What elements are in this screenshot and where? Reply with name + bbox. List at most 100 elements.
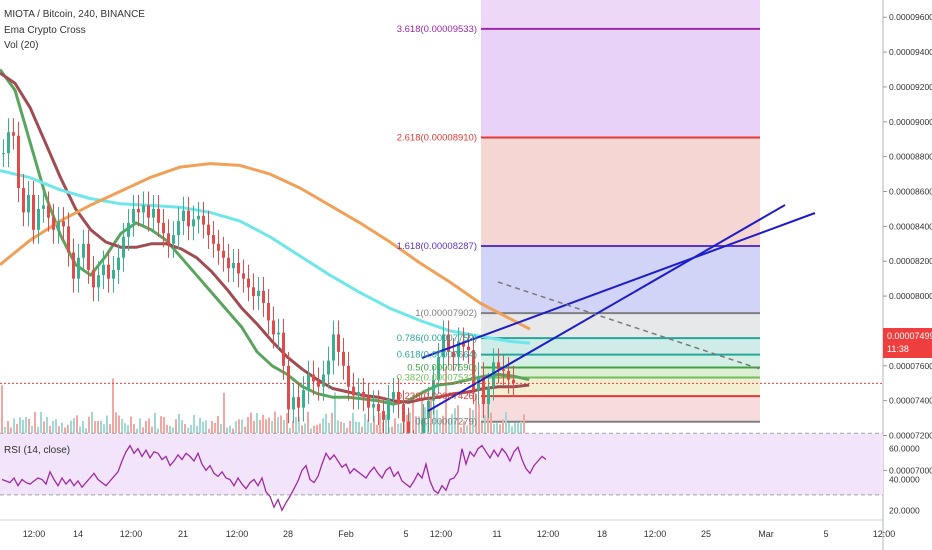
- candle-body: [382, 411, 385, 420]
- rsi-tick-label: 20.0000: [889, 505, 920, 515]
- candle-body: [357, 391, 360, 396]
- volume-bar: [13, 418, 15, 433]
- fib-zone: [481, 246, 760, 314]
- volume-bar: [370, 422, 372, 433]
- candle-body: [237, 262, 240, 274]
- volume-bar: [397, 424, 399, 433]
- candle-body: [172, 235, 175, 244]
- volume-bar: [175, 419, 177, 433]
- candle-body: [7, 132, 10, 154]
- candle-body: [457, 341, 460, 358]
- volume-bar: [88, 416, 90, 433]
- price-tick-label: 0.00009600: [889, 12, 932, 22]
- volume-bar: [505, 412, 507, 433]
- volume-bar: [523, 414, 525, 433]
- volume-bar: [517, 423, 519, 433]
- candle-body: [112, 269, 115, 279]
- volume-bar: [118, 415, 120, 433]
- volume-bar: [151, 426, 153, 433]
- candle-body: [332, 334, 335, 361]
- volume-bar: [163, 417, 165, 433]
- price-tick-label: 0.00009000: [889, 117, 932, 127]
- volume-bar: [22, 420, 24, 433]
- volume-bar: [7, 421, 9, 433]
- fib-level-label: 1(0.00007902): [415, 308, 477, 319]
- volume-bar: [457, 405, 459, 433]
- volume-bar: [193, 414, 195, 433]
- volume-bar: [139, 418, 141, 433]
- volume-bar: [127, 425, 129, 433]
- candle-body: [347, 365, 350, 387]
- volume-bar: [37, 426, 39, 433]
- price-tick-label: 0.00008800: [889, 152, 932, 162]
- volume-bar: [481, 422, 483, 433]
- candle-body: [37, 208, 40, 230]
- price-tick-label: 0.00009400: [889, 47, 932, 57]
- volume-bar: [274, 411, 276, 433]
- volume-bar: [352, 412, 354, 433]
- volume-bar: [202, 421, 204, 433]
- moving-average-line: [0, 169, 531, 345]
- volume-bar: [493, 423, 495, 433]
- volume-bar: [181, 420, 183, 433]
- volume-bar: [394, 418, 396, 433]
- candle-body: [292, 397, 295, 410]
- fibonacci-extension[interactable]: [481, 0, 760, 423]
- volume-bar: [43, 421, 45, 433]
- rsi-pane: 60.0000 40.0000 20.0000: [0, 432, 920, 515]
- volume-bar: [301, 425, 303, 433]
- candle-body: [377, 404, 380, 412]
- volume-bar: [364, 413, 366, 433]
- price-tick-label: 0.00008400: [889, 221, 932, 231]
- price-tick-label: 0.00007600: [889, 361, 932, 371]
- volume-bar: [262, 414, 264, 433]
- volume-bar: [331, 412, 333, 433]
- volume-bar: [415, 416, 417, 433]
- price-tick-label: 0.00009200: [889, 82, 932, 92]
- price-tick-label: 0.00008200: [889, 256, 932, 266]
- candle-body: [427, 400, 430, 419]
- candle-body: [502, 369, 505, 372]
- volume-bar: [316, 424, 318, 433]
- volume-bar: [190, 424, 192, 433]
- candle-body: [57, 221, 60, 230]
- candle-body: [142, 205, 145, 213]
- volume-bar: [259, 420, 261, 433]
- rsi-line: [1, 444, 547, 512]
- volume-bar: [208, 428, 210, 433]
- candle-body: [497, 362, 500, 370]
- volume-bar: [340, 421, 342, 433]
- candle-body: [482, 376, 485, 405]
- candle-body: [92, 269, 95, 288]
- volume-bar: [115, 412, 117, 433]
- candle-body: [72, 252, 75, 279]
- volume-bar: [418, 416, 420, 433]
- candle-body: [467, 346, 470, 351]
- volume-bar: [10, 427, 12, 433]
- candle-body: [77, 257, 80, 279]
- volume-bar: [430, 397, 432, 433]
- candle-body: [352, 386, 355, 396]
- fib-level-label: 1.618(0.00008287): [397, 241, 477, 252]
- trend-channel[interactable]: [0, 204, 883, 412]
- volume-bar: [64, 427, 66, 433]
- rsi-tick-label: 40.0000: [889, 475, 920, 485]
- fib-level-label: 0.382(0.00007533): [397, 372, 477, 383]
- volume-bar: [322, 418, 324, 433]
- volume-bar: [286, 413, 288, 433]
- volume-bar: [256, 413, 258, 433]
- volume-bar: [4, 426, 6, 433]
- volume-bar: [343, 423, 345, 433]
- candle-body: [257, 290, 260, 297]
- volume-bar: [304, 423, 306, 433]
- volume-bar: [154, 412, 156, 433]
- candle-body: [102, 264, 105, 276]
- volume-bar: [466, 425, 468, 433]
- volume-bar: [217, 416, 219, 433]
- volume-bar: [211, 420, 213, 433]
- time-tick-label: 12:00: [23, 529, 46, 539]
- candle-body: [197, 215, 200, 220]
- candle-body: [122, 236, 125, 258]
- time-tick-label: 28: [283, 529, 293, 539]
